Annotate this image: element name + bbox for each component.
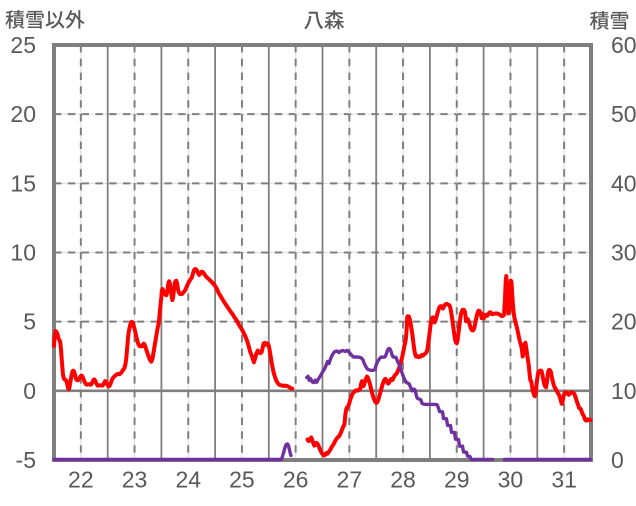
svg-text:26: 26 <box>283 467 309 493</box>
svg-text:25: 25 <box>229 467 255 493</box>
svg-text:27: 27 <box>337 467 363 493</box>
svg-text:25: 25 <box>10 32 36 58</box>
svg-text:31: 31 <box>551 467 577 493</box>
svg-text:23: 23 <box>122 467 148 493</box>
svg-text:10: 10 <box>611 378 636 404</box>
svg-text:28: 28 <box>390 467 416 493</box>
svg-text:0: 0 <box>611 447 624 473</box>
svg-text:50: 50 <box>611 101 636 127</box>
svg-text:30: 30 <box>498 467 524 493</box>
svg-text:29: 29 <box>444 467 470 493</box>
svg-text:15: 15 <box>10 170 36 196</box>
svg-text:10: 10 <box>10 240 36 266</box>
svg-text:30: 30 <box>611 240 636 266</box>
svg-text:60: 60 <box>611 32 636 58</box>
svg-text:-5: -5 <box>16 447 36 473</box>
svg-text:5: 5 <box>23 309 36 335</box>
svg-text:24: 24 <box>175 467 201 493</box>
svg-text:22: 22 <box>68 467 94 493</box>
svg-text:40: 40 <box>611 170 636 196</box>
svg-text:0: 0 <box>23 378 36 404</box>
svg-text:20: 20 <box>611 309 636 335</box>
svg-text:20: 20 <box>10 101 36 127</box>
